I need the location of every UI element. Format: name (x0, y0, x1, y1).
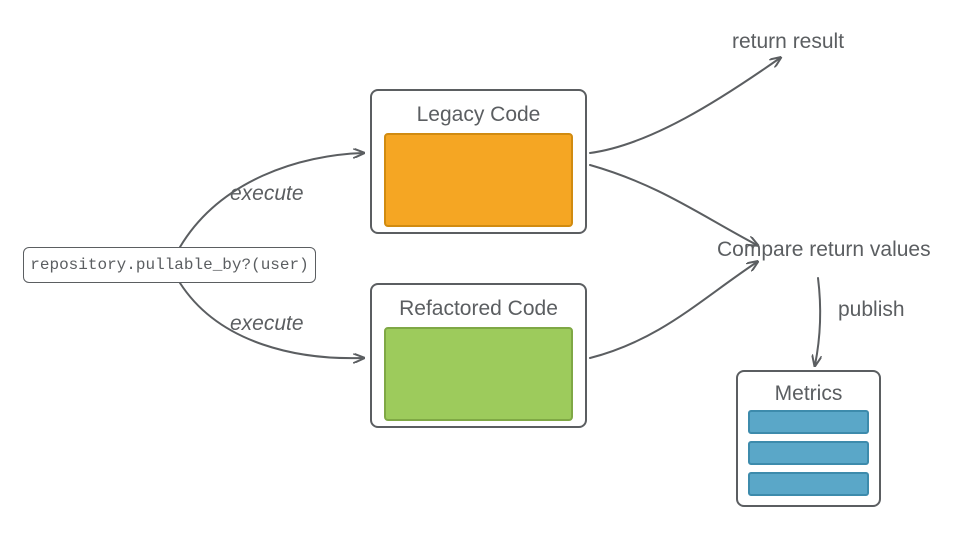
metric-bar (748, 441, 869, 465)
metric-bar (748, 410, 869, 434)
edge-legacy-to-result (590, 58, 780, 153)
edge-legacy-to-compare (590, 165, 757, 245)
metrics-bars-container (748, 410, 869, 496)
metric-bar (748, 472, 869, 496)
legacy-title: Legacy Code (384, 103, 573, 127)
publish-label: publish (838, 298, 905, 322)
refactored-inner-rect (384, 327, 573, 421)
legacy-code-node: Legacy Code (370, 89, 587, 234)
edge-refactored-to-compare (590, 262, 757, 358)
refactored-title: Refactored Code (384, 297, 573, 321)
metrics-title: Metrics (748, 382, 869, 406)
return-result-label: return result (732, 30, 844, 54)
input-node: repository.pullable_by?(user) (23, 247, 316, 283)
execute-label-bottom: execute (230, 312, 304, 336)
execute-label-top: execute (230, 182, 304, 206)
edge-compare-to-metrics (815, 278, 820, 365)
metrics-node: Metrics (736, 370, 881, 507)
legacy-inner-rect (384, 133, 573, 227)
input-code-text: repository.pullable_by?(user) (30, 256, 308, 274)
refactored-code-node: Refactored Code (370, 283, 587, 428)
compare-label: Compare return values (717, 238, 931, 262)
